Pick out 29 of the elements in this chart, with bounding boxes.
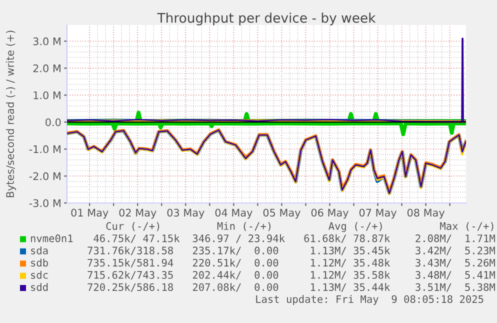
x-tick-label: 02 May (119, 208, 156, 219)
legend-label: sdc (31, 270, 48, 279)
x-tick-label: 03 May (167, 208, 204, 219)
text: 735.15k/581.94 220.51k/ 0.00 1.12M/ 35.48k 3.43M/ 5.26M (88, 258, 495, 268)
y-tick-label: 3.0 M (33, 37, 60, 46)
y-tick-label: -1.0 M (29, 145, 60, 154)
text: 715.62k/743.35 202.44k/ 0.00 1.12M/ 35.58k 3.48M/ 5.41M (88, 270, 495, 280)
y-tick-label: -3.0 M (29, 199, 60, 208)
legend-label: sdd (31, 283, 48, 292)
text: 46.75k/ 47.15k 346.97 / 23.94k 61.68k/ 78.87k 2.08M/ 1.71M (94, 234, 495, 244)
text: 731.76k/318.58 235.17k/ 0.00 1.13M/ 35.45k 3.42M/ 5.23M (88, 246, 495, 256)
x-tick-label: 08 May (407, 208, 445, 219)
x-tick-label: 04 May (215, 208, 252, 219)
legend-label: sda (31, 246, 48, 254)
y-tick-label: 2.0 M (33, 64, 60, 72)
text: Cur (-/+) Min (-/+) Avg (-/+) Max (-/+) (106, 222, 494, 232)
text: 720.25k/586.18 207.08k/ 0.00 1.13M/ 35.44k 3.51M/ 5.38M (88, 283, 495, 292)
chart-title: Throughput per device - by week (157, 12, 376, 26)
x-tick-label: 06 May (311, 208, 348, 219)
y-tick-label: -2.0 M (29, 172, 60, 180)
text: Last update: Fri May 9 08:05:18 2025 (256, 295, 484, 305)
x-tick-label: 05 May (263, 208, 300, 219)
y-tick-label: 0.0 (46, 118, 61, 126)
y-axis-title: Bytes/second read (-) / write (+) (6, 30, 16, 198)
x-tick-label: 07 May (359, 208, 397, 219)
legend-label: nvme0n1 (30, 234, 73, 242)
y-tick-label: 1.0 M (34, 91, 60, 100)
x-tick-label: 01 May (71, 208, 108, 219)
legend-label: sdb (31, 258, 48, 267)
